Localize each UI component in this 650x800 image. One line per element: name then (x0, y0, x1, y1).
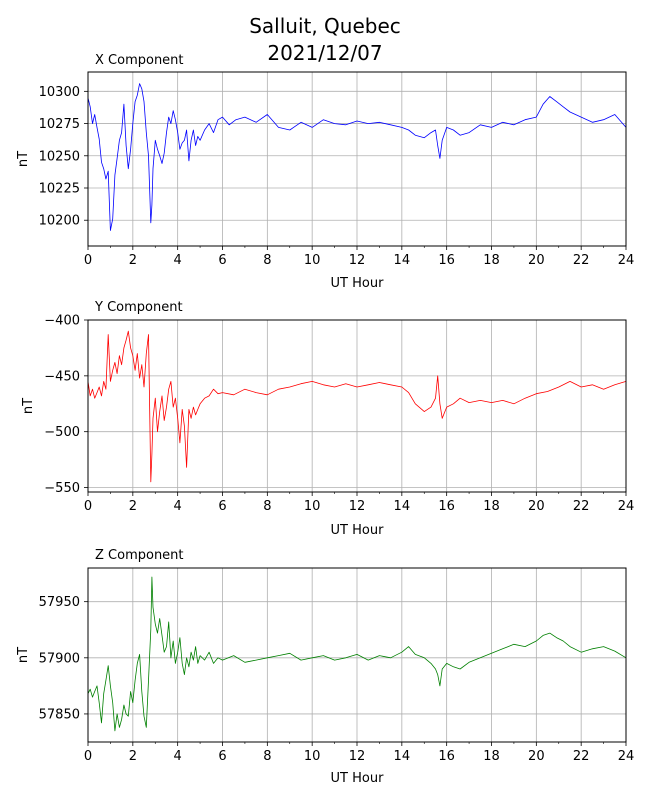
z-component-xtick-label: 14 (394, 749, 411, 764)
z-component-ytick-label: 57850 (39, 707, 80, 722)
z-component-xtick-label: 20 (528, 749, 545, 764)
y-component-xtick-label: 18 (483, 499, 500, 514)
y-component-xtick-label: 24 (618, 499, 635, 514)
y-component-xtick-label: 12 (349, 499, 366, 514)
z-component-xtick-label: 22 (573, 749, 590, 764)
y-component-xtick-label: 16 (438, 499, 455, 514)
y-component-ytick-label: −400 (44, 314, 80, 329)
y-component-panel: Y Component UT Hour nT 0 2 4 6 8 10 12 14 16 18 20… (21, 300, 634, 538)
z-component-xtick-label: 6 (218, 749, 226, 764)
x-component-xtick-label: 4 (174, 253, 182, 268)
y-component-xtick-label: 0 (84, 499, 92, 514)
y-component-ytick-label: −500 (44, 425, 80, 440)
z-component-ytick-label: 57950 (39, 595, 80, 610)
z-component-xtick-label: 2 (129, 749, 137, 764)
z-component-xlabel: UT Hour (331, 771, 385, 786)
z-component-xtick-label: 24 (618, 749, 635, 764)
z-component-xtick-label: 18 (483, 749, 500, 764)
x-component-series-line (87, 83, 627, 231)
x-component-xtick-label: 14 (394, 253, 411, 268)
x-component-xtick-label: 10 (304, 253, 321, 268)
x-component-ytick-label: 10225 (39, 182, 80, 197)
x-component-ytick-label: 10300 (39, 85, 80, 100)
y-component-ytick-label: −450 (44, 369, 80, 384)
y-component-xtick-label: 8 (263, 499, 271, 514)
x-component-xtick-label: 12 (349, 253, 366, 268)
z-component-xtick-label: 10 (304, 749, 321, 764)
x-component-panel: X Component UT Hour nT 0 2 4 6 8 10 12 14 16 18 20… (16, 53, 634, 291)
x-component-xtick-label: 22 (573, 253, 590, 268)
x-component-xtick-label: 6 (218, 253, 226, 268)
y-component-xtick-label: 10 (304, 499, 321, 514)
y-component-xtick-label: 20 (528, 499, 545, 514)
x-component-xtick-label: 20 (528, 253, 545, 268)
x-component-xtick-label: 2 (129, 253, 137, 268)
z-component-xtick-label: 4 (174, 749, 182, 764)
y-component-title: Y Component (94, 300, 183, 315)
z-component-xtick-label: 8 (263, 749, 271, 764)
x-component-ylabel: nT (16, 151, 31, 167)
x-component-xtick-label: 0 (84, 253, 92, 268)
x-component-ytick-label: 10200 (39, 214, 80, 229)
x-component-xtick-label: 24 (618, 253, 635, 268)
x-component-xtick-label: 16 (438, 253, 455, 268)
z-component-title: Z Component (95, 548, 184, 563)
z-component-xtick-label: 16 (438, 749, 455, 764)
y-component-series-line (87, 330, 627, 483)
y-component-xtick-label: 14 (394, 499, 411, 514)
y-component-xtick-label: 22 (573, 499, 590, 514)
x-component-ytick-label: 10275 (39, 117, 80, 132)
x-component-ytick-label: 10250 (39, 149, 80, 164)
z-component-xtick-label: 0 (84, 749, 92, 764)
figure-title-line1: Salluit, Quebec (249, 14, 401, 38)
z-component-ytick-label: 57900 (39, 651, 80, 666)
y-component-ylabel: nT (21, 398, 36, 414)
figure-title-line2: 2021/12/07 (267, 41, 382, 65)
x-component-title: X Component (95, 53, 184, 68)
y-component-ytick-label: −550 (44, 481, 80, 496)
z-component-series-line (87, 576, 627, 732)
x-component-xtick-label: 8 (263, 253, 271, 268)
y-component-xtick-label: 2 (129, 499, 137, 514)
y-component-xtick-label: 4 (174, 499, 182, 514)
y-component-xlabel: UT Hour (331, 523, 385, 538)
y-component-xtick-label: 6 (218, 499, 226, 514)
z-component-ylabel: nT (16, 647, 31, 663)
z-component-xtick-label: 12 (349, 749, 366, 764)
z-component-panel: Z Component UT Hour nT 0 2 4 6 8 10 12 14 16 18 20… (16, 548, 634, 786)
x-component-xtick-label: 18 (483, 253, 500, 268)
x-component-xlabel: UT Hour (331, 276, 385, 291)
